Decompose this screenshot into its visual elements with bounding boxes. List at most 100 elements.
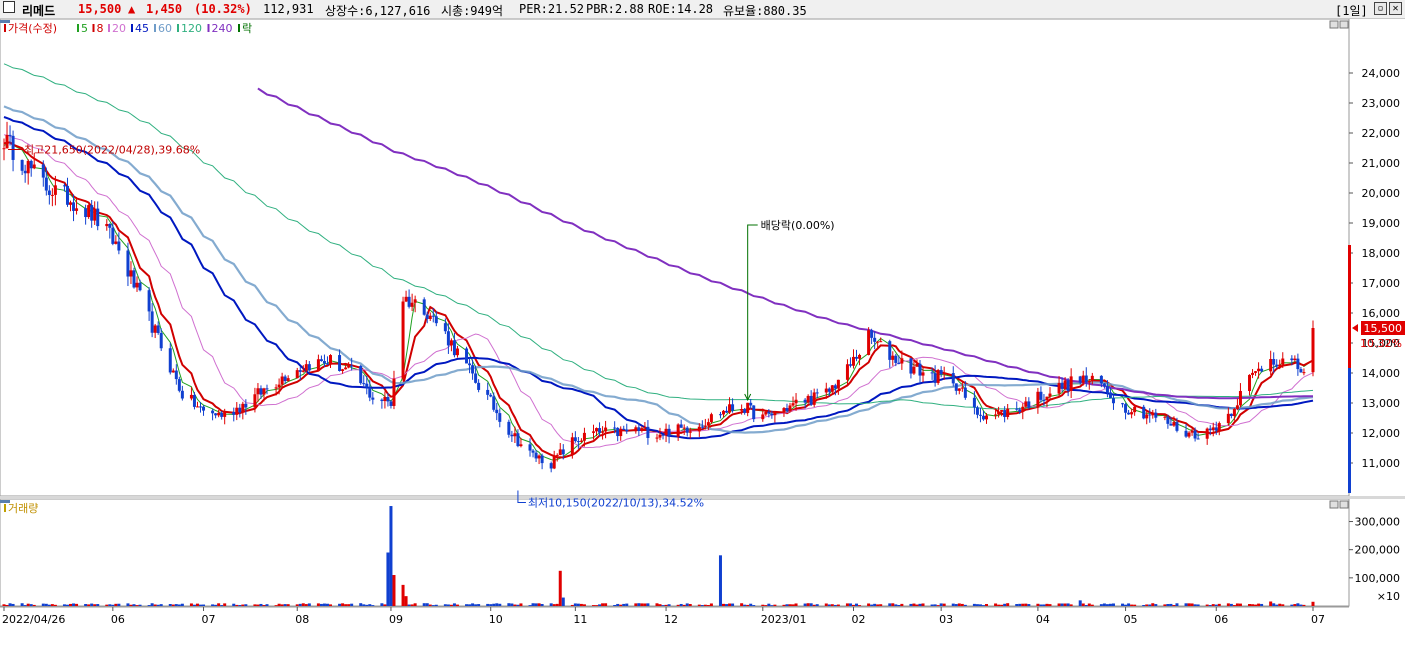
candle-body [900, 358, 904, 364]
volume-bar [791, 604, 795, 606]
volume-bar [1299, 604, 1303, 606]
legend-swatch [92, 24, 95, 32]
volume-bar [359, 603, 363, 606]
candle-body [604, 427, 608, 432]
x-tick-label: 10 [489, 613, 503, 626]
volume-bar [619, 604, 623, 606]
stock-chart[interactable]: 11,000 12,000 13,000 14,000 15,000 16,000 17,0… [0, 19, 1405, 648]
candle-body [848, 364, 852, 366]
candle-body [53, 185, 57, 195]
ma-line-60 [3, 105, 1314, 434]
volume-bar [371, 605, 375, 606]
volume-bar [1045, 603, 1049, 606]
legend-swatch [154, 24, 156, 32]
x-tick-label: 06 [111, 613, 125, 626]
price-tick-label: 22,000 [1362, 127, 1401, 140]
volume-bar [253, 604, 257, 606]
candle-body [658, 434, 662, 438]
volume-bar [746, 604, 750, 606]
volume-bar [65, 604, 69, 606]
legend-item-240: 240 [212, 22, 233, 35]
candle-body [386, 397, 390, 402]
candle-body [2, 148, 6, 150]
candle-body [325, 363, 329, 365]
candle-body [1060, 383, 1064, 389]
volume-bar [220, 605, 224, 606]
volume-bar [365, 604, 369, 606]
volume-bar [404, 596, 408, 606]
candle-body [1027, 401, 1031, 408]
volume-bar [951, 603, 955, 606]
candle-body [1018, 409, 1022, 412]
candle-body [189, 394, 193, 399]
x-tick-label: 11 [573, 613, 587, 626]
volume-value: 112,931 [263, 2, 314, 16]
volume-bar [1006, 603, 1010, 606]
checkbox-icon[interactable] [3, 1, 15, 13]
chart-frame [0, 19, 1405, 607]
candle-body [1235, 405, 1239, 409]
candle-body [761, 414, 765, 420]
candle-body [1090, 375, 1094, 382]
volume-bar [1229, 603, 1233, 606]
price-tick-label: 13,000 [1362, 397, 1401, 410]
price-tick-label: 23,000 [1362, 97, 1401, 110]
volume-bar [994, 603, 998, 606]
volume-bar [555, 603, 559, 606]
period-selector[interactable]: [1일] [1335, 4, 1368, 18]
volume-bar [1121, 603, 1125, 606]
volume-bar [75, 603, 79, 606]
candle-body [667, 428, 671, 437]
stock-name[interactable]: 리메드 [22, 4, 56, 18]
volume-bar [507, 603, 511, 606]
candle-body [770, 413, 774, 416]
candle-body [534, 452, 538, 459]
candle-body [879, 341, 883, 343]
volume-bar [1124, 604, 1128, 606]
candle-body [815, 392, 819, 394]
candle-body [1024, 401, 1028, 407]
volume-bar [168, 604, 172, 606]
axes: 11,000 12,000 13,000 14,000 15,000 16,000 17,0… [0, 67, 1400, 626]
close-icon[interactable]: ✕ [1389, 2, 1402, 15]
candle-body [413, 299, 417, 303]
candle-body [1238, 390, 1242, 406]
volume-bar [785, 604, 789, 606]
volume-bar [676, 604, 680, 606]
restore-window-icon[interactable]: ▫ [1374, 2, 1387, 15]
volume-bar [963, 604, 967, 606]
candle-body [870, 330, 874, 338]
volume-bar [1257, 603, 1261, 606]
volume-bar [915, 604, 919, 606]
candle-body [552, 455, 556, 469]
volume-bar [870, 604, 874, 606]
volume-bar [1196, 604, 1200, 606]
price-tick-label: 12,000 [1362, 427, 1401, 440]
volume-bar [328, 604, 332, 606]
legend-swatch [238, 24, 240, 32]
candle-body [640, 428, 644, 431]
volume-bar [11, 603, 15, 606]
candle-body [851, 356, 855, 366]
volume-bar [534, 603, 538, 606]
volume-bar [277, 603, 281, 606]
volume-bar [997, 604, 1001, 606]
candle-body [23, 170, 27, 174]
candle-body [767, 411, 771, 414]
volume-bar [93, 604, 97, 606]
candle-body [1172, 422, 1176, 426]
volume-bar [486, 603, 490, 606]
candle-body [1248, 374, 1252, 391]
volume-bar [809, 603, 813, 606]
candle-body [322, 361, 326, 364]
candle-body [637, 427, 641, 431]
candle-body [1000, 410, 1004, 412]
candle-body [492, 396, 496, 410]
volume-bar [44, 603, 48, 606]
candle-body [1133, 406, 1137, 413]
volume-bar [1057, 603, 1061, 606]
volume-bar [380, 603, 384, 606]
volume-bar [939, 603, 943, 606]
candle-body [909, 358, 913, 374]
